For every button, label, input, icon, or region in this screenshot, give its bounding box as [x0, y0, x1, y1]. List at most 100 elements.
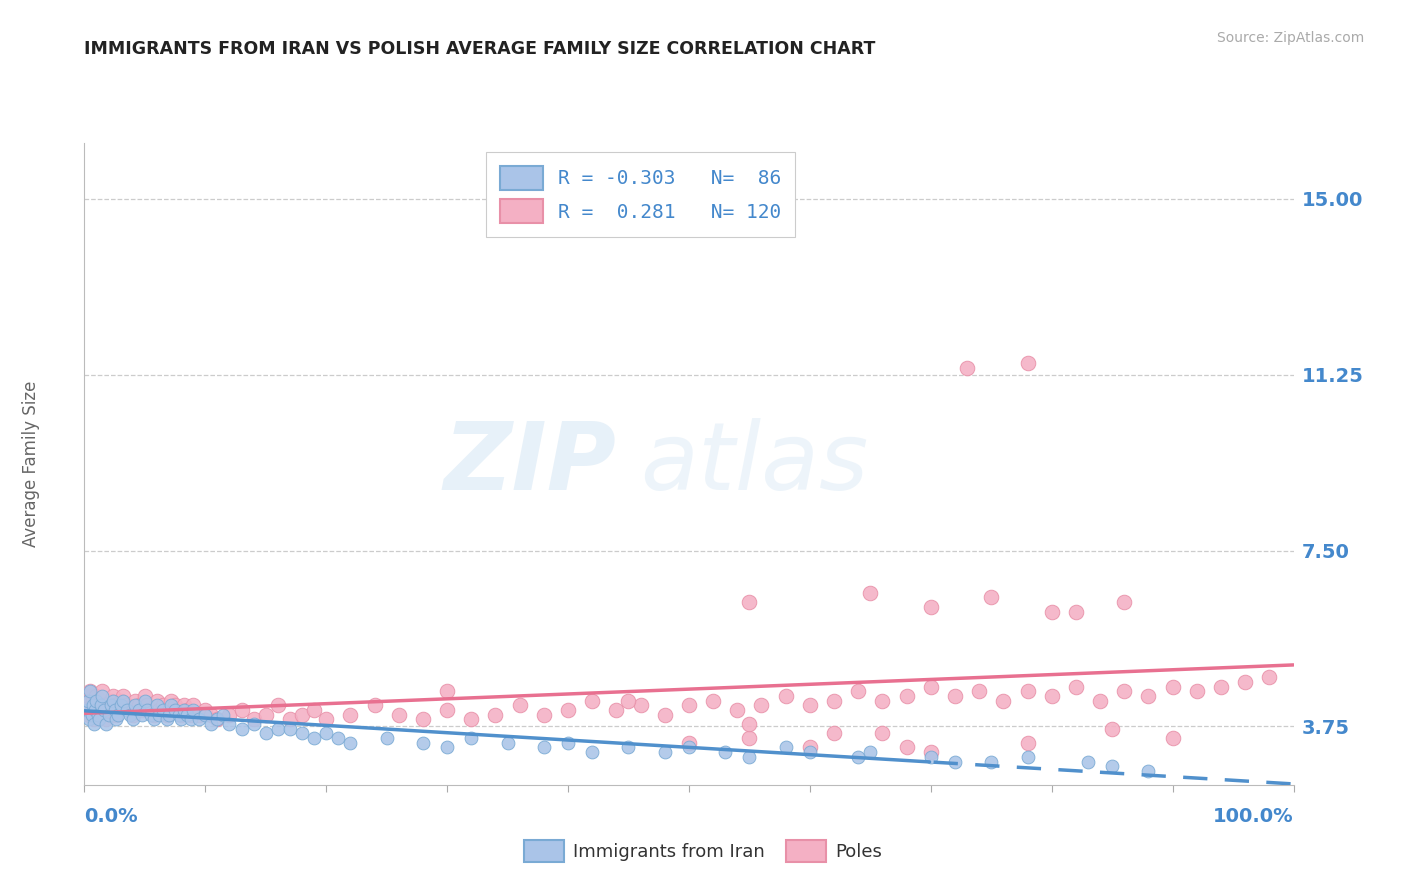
Point — [86, 693, 108, 707]
Point — [124, 693, 146, 707]
Point — [134, 693, 156, 707]
Point — [157, 703, 180, 717]
Point — [97, 703, 120, 717]
Text: Average Family Size: Average Family Size — [22, 381, 39, 547]
Point — [124, 698, 146, 713]
Point — [134, 689, 156, 703]
Text: ZIP: ZIP — [443, 417, 616, 510]
Point — [738, 731, 761, 745]
Point — [1234, 674, 1257, 689]
Point — [328, 731, 350, 745]
Point — [155, 712, 177, 726]
Point — [79, 684, 101, 698]
Point — [115, 698, 138, 713]
Point — [1017, 736, 1039, 750]
Point — [315, 712, 337, 726]
Point — [104, 703, 127, 717]
Point — [139, 703, 162, 717]
Point — [943, 755, 966, 769]
Point — [533, 740, 555, 755]
Point — [980, 591, 1002, 605]
Point — [212, 707, 235, 722]
Point — [533, 707, 555, 722]
Point — [155, 707, 177, 722]
Point — [188, 712, 211, 726]
Point — [1040, 605, 1063, 619]
Point — [967, 684, 990, 698]
Point — [605, 703, 627, 717]
Point — [110, 693, 132, 707]
Point — [194, 703, 217, 717]
Point — [581, 693, 603, 707]
Point — [170, 707, 193, 722]
Point — [1101, 759, 1123, 773]
Point — [1137, 689, 1160, 703]
Point — [302, 731, 325, 745]
Point — [315, 726, 337, 740]
Point — [291, 726, 314, 740]
Point — [302, 703, 325, 717]
Point — [76, 703, 98, 717]
Point — [188, 707, 211, 722]
Point — [509, 698, 531, 713]
Point — [86, 707, 108, 722]
Point — [1137, 764, 1160, 778]
Point — [557, 703, 579, 717]
Point — [207, 712, 229, 726]
Point — [107, 703, 129, 717]
Point — [115, 703, 138, 717]
Point — [100, 693, 122, 707]
Point — [725, 703, 748, 717]
Point — [97, 707, 120, 722]
Point — [173, 703, 195, 717]
Point — [943, 689, 966, 703]
Point — [896, 689, 918, 703]
Point — [1161, 731, 1184, 745]
Point — [751, 698, 773, 713]
Point — [581, 745, 603, 759]
Point — [920, 749, 942, 764]
Point — [136, 703, 159, 717]
Point — [173, 698, 195, 713]
Point — [82, 698, 104, 713]
Point — [84, 698, 107, 713]
Point — [617, 740, 640, 755]
Point — [103, 693, 125, 707]
Point — [160, 693, 183, 707]
Point — [104, 698, 127, 713]
Point — [86, 689, 108, 703]
Point — [181, 703, 204, 717]
Point — [167, 703, 190, 717]
Point — [110, 698, 132, 713]
Point — [148, 707, 170, 722]
Point — [120, 703, 142, 717]
Point — [143, 712, 166, 726]
Point — [254, 726, 277, 740]
Point — [131, 703, 153, 717]
Point — [654, 707, 676, 722]
Point — [86, 703, 108, 717]
Point — [630, 698, 652, 713]
Point — [87, 712, 110, 726]
Point — [291, 707, 314, 722]
Point — [339, 736, 361, 750]
Point — [1017, 749, 1039, 764]
Point — [100, 698, 122, 713]
Point — [1185, 684, 1208, 698]
Point — [846, 749, 869, 764]
Point — [94, 717, 117, 731]
Point — [79, 684, 101, 698]
Point — [104, 707, 127, 722]
Point — [157, 707, 180, 722]
Point — [1101, 722, 1123, 736]
Legend: Immigrants from Iran, Poles: Immigrants from Iran, Poles — [517, 833, 889, 870]
Point — [775, 740, 797, 755]
Point — [207, 712, 229, 726]
Point — [93, 698, 115, 713]
Point — [163, 698, 186, 713]
Point — [1258, 670, 1281, 684]
Point — [121, 712, 143, 726]
Point — [484, 707, 506, 722]
Point — [678, 698, 700, 713]
Point — [148, 703, 170, 717]
